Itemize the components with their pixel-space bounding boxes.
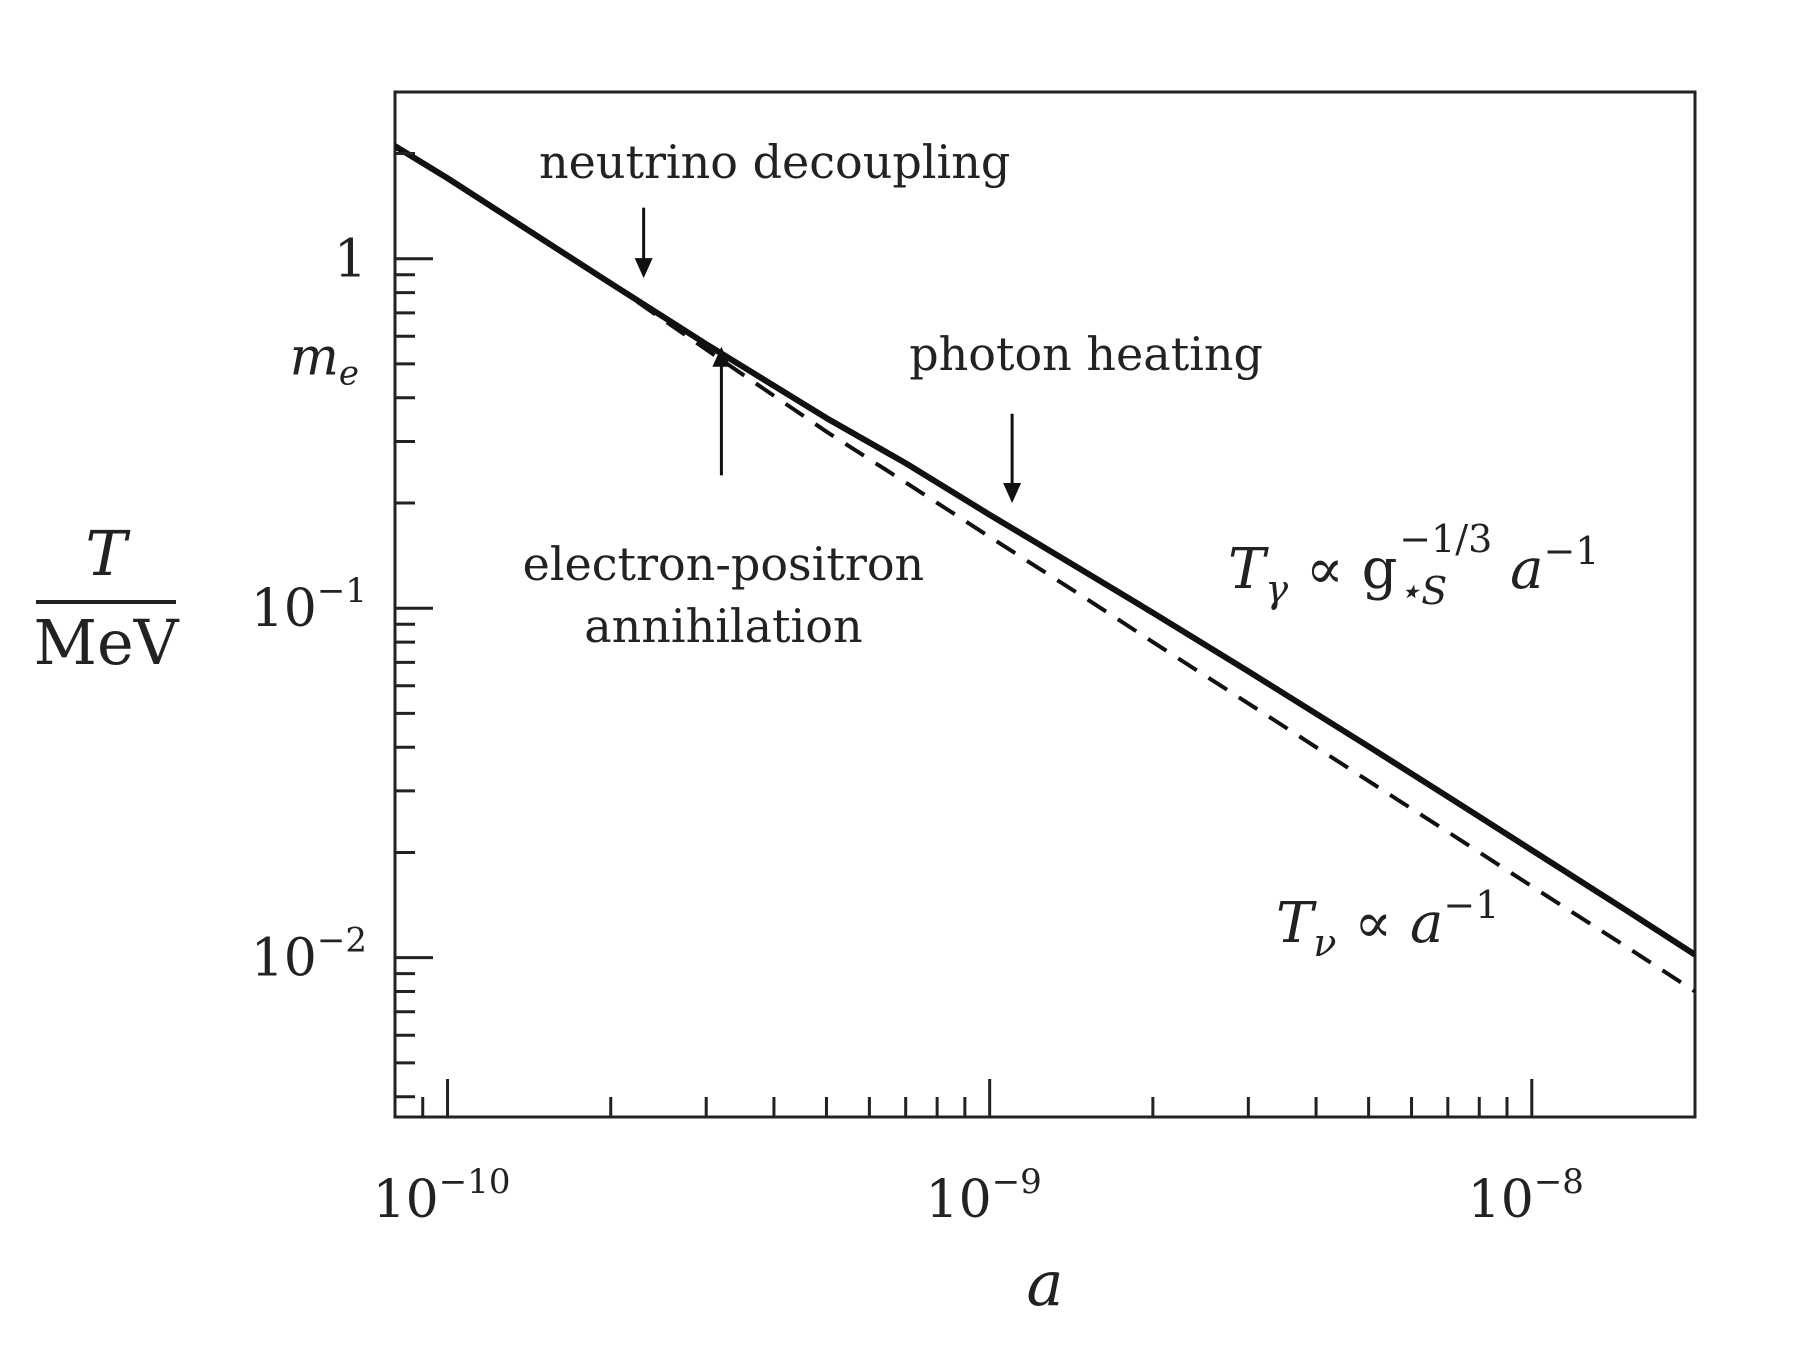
- electron-positron-annihilation-arrow-head: [712, 346, 731, 367]
- y-tick-label: 10−1: [251, 571, 367, 639]
- neutrino-temperature-line: [395, 144, 1695, 994]
- annotation-electron-positron-annihilation: annihilation: [584, 599, 862, 653]
- series-group: [395, 143, 1695, 994]
- annotations-group: neutrino decoupling photon heating electro…: [523, 135, 1263, 653]
- annotation-photon-heating: photon heating: [909, 327, 1263, 381]
- annotation-electron-positron-annihilation: electron-positron: [523, 537, 925, 591]
- x-tick-label: 10−9: [926, 1162, 1042, 1230]
- plot-frame: [393, 90, 1697, 1119]
- tick-labels-group: 10−10 10−9 10−8 1 10−1 10−2 me: [251, 230, 1584, 1230]
- ticks-group: [393, 90, 1697, 1117]
- y-axis-label-numerator: T: [85, 517, 131, 590]
- x-axis-label: a: [1027, 1247, 1064, 1320]
- plot-area: [393, 90, 1697, 1119]
- x-tick-label: 10−10: [373, 1162, 511, 1230]
- y-axis-label-denominator: MeV: [34, 606, 180, 679]
- y-tick-label: 1: [334, 230, 367, 290]
- y-tick-label: 10−2: [251, 921, 367, 989]
- photon-heating-arrow-head: [1003, 483, 1022, 504]
- neutrino-temperature-label: Tν ∝ a−1: [1276, 883, 1499, 965]
- x-tick-label: 10−8: [1468, 1162, 1584, 1230]
- annotation-neutrino-decoupling: neutrino decoupling: [539, 135, 1010, 189]
- neutrino-decoupling-arrow-head: [634, 258, 653, 279]
- axis-labels-group: a T MeV: [34, 517, 1064, 1320]
- curve-labels-group: Tγ ∝ g⋆S−1/3 a−1 Tν ∝ a−1: [1228, 517, 1599, 965]
- y-tick-label-electron-mass: me: [290, 328, 359, 394]
- photon-temperature-label: Tγ ∝ g⋆S−1/3 a−1: [1228, 517, 1599, 613]
